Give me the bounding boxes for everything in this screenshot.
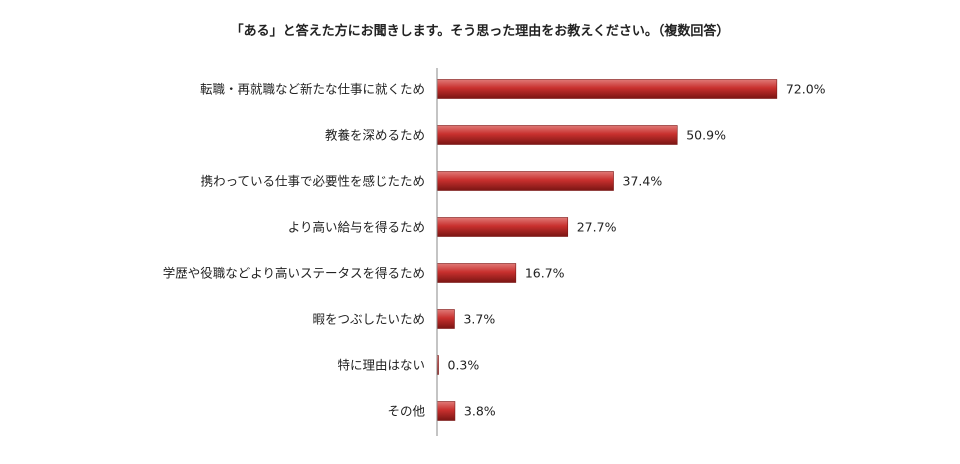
category-label: 暇をつぶしたいため xyxy=(312,312,425,327)
bar xyxy=(436,217,569,237)
value-label: 3.7% xyxy=(463,312,495,327)
bar xyxy=(436,309,455,329)
bar xyxy=(436,401,456,421)
value-label: 27.7% xyxy=(577,220,617,235)
category-label: 携わっている仕事で必要性を感じたため xyxy=(201,174,425,189)
value-label: 3.8% xyxy=(464,404,496,419)
value-label: 0.3% xyxy=(448,358,480,373)
value-label: 37.4% xyxy=(623,174,663,189)
bar xyxy=(436,263,517,283)
bar xyxy=(436,171,614,191)
value-label: 16.7% xyxy=(525,266,565,281)
category-label: 特に理由はない xyxy=(337,358,425,373)
category-label: 教養を深めるため xyxy=(325,128,425,143)
category-label: より高い給与を得るため xyxy=(288,220,425,235)
bars-layer: 転職・再就職など新たな仕事に就くため 72.0% 教養を深めるため 50.9% 携わって… xyxy=(163,79,826,421)
category-label: その他 xyxy=(387,404,425,419)
chart-title: 「ある」と答えた方にお聞きします。そう思った理由をお教えください。（複数回答） xyxy=(230,24,730,39)
bar xyxy=(436,79,778,99)
category-label: 学歴や役職などより高いステータスを得るため xyxy=(163,266,425,281)
value-label: 72.0% xyxy=(786,82,826,97)
bar xyxy=(436,125,678,145)
category-label: 転職・再就職など新たな仕事に就くため xyxy=(200,82,425,97)
value-label: 50.9% xyxy=(686,128,726,143)
